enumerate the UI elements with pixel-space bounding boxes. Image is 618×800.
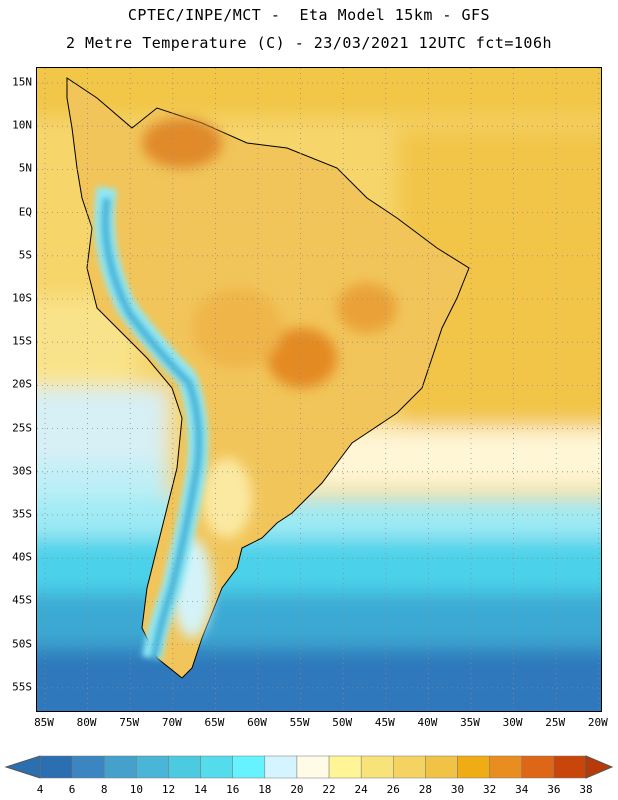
colorbar-swatch xyxy=(553,755,587,779)
colorbar-swatch xyxy=(264,755,298,779)
lat-label: 15N xyxy=(12,75,32,89)
colorbar-tick-label: 32 xyxy=(483,783,497,796)
colorbar-tick-label: 4 xyxy=(36,783,44,796)
colorbar-tick-label: 28 xyxy=(418,783,433,796)
hot-zone-center xyxy=(267,328,337,388)
warm-zone-interior xyxy=(192,288,282,368)
ocean-south-colder xyxy=(37,593,601,653)
lat-label: 25S xyxy=(12,421,32,435)
colorbar-tick-label: 26 xyxy=(386,783,400,796)
colorbar-swatch xyxy=(103,755,137,779)
colorbar-swatch xyxy=(168,755,201,779)
lon-label: 40W xyxy=(417,716,438,729)
colorbar-swatch xyxy=(71,755,105,779)
colorbar-tick-label: 24 xyxy=(354,783,368,796)
lon-label: 60W xyxy=(247,716,267,729)
ocean-pacific-colder xyxy=(37,463,167,503)
colorbar-arrow-right xyxy=(585,755,614,779)
colorbar-swatch xyxy=(296,755,330,779)
andes-cold xyxy=(101,197,203,659)
colorbar-arrow-left xyxy=(4,755,41,779)
lon-label: 30W xyxy=(502,716,523,729)
lat-label: 10N xyxy=(12,118,32,132)
hot-zone-north xyxy=(142,118,222,168)
lon-label: 80W xyxy=(76,716,97,729)
lat-label: 5S xyxy=(18,248,32,262)
south-america xyxy=(66,77,470,679)
lon-label: 45W xyxy=(374,716,395,729)
colorbar-tick-label: 18 xyxy=(258,783,272,796)
land-temperature-field xyxy=(142,118,397,638)
continent-landmass xyxy=(66,77,470,679)
colorbar-swatch xyxy=(136,755,169,779)
colorbar-tick-label: 16 xyxy=(226,783,240,796)
lat-label: 5N xyxy=(18,161,32,175)
mild-zone-south xyxy=(202,458,252,538)
lat-label: 10S xyxy=(12,291,32,305)
warm-zone-east xyxy=(337,283,397,333)
lon-label: 70W xyxy=(161,716,182,729)
colorbar-swatch xyxy=(200,755,233,779)
colorbar-swatch xyxy=(425,755,458,779)
ocean-pacific-cold xyxy=(37,388,167,468)
map-canvas xyxy=(37,68,601,711)
colorbar-tick-label: 14 xyxy=(193,783,208,796)
colorbar-tick-label: 10 xyxy=(129,783,143,796)
lon-label: 35W xyxy=(460,716,480,729)
lat-label: 40S xyxy=(12,550,32,564)
colorbar-swatch xyxy=(360,755,394,779)
colorbar-swatch xyxy=(457,755,490,779)
colorbar-tick-label: 20 xyxy=(290,783,304,796)
lon-label: 55W xyxy=(289,716,310,729)
lat-label: 50S xyxy=(12,637,32,651)
colorbar-tick-label: 8 xyxy=(100,783,108,796)
temperature-map xyxy=(36,67,602,712)
andes-cold-belt xyxy=(94,186,209,660)
lon-label: 75W xyxy=(119,716,140,729)
lat-label: 35S xyxy=(12,507,32,521)
colorbar-swatch xyxy=(489,755,523,779)
colorbar-swatch xyxy=(328,755,362,779)
lon-label: 25W xyxy=(545,716,566,729)
lon-label: 20W xyxy=(587,716,608,729)
lat-label: 20S xyxy=(12,377,32,391)
colorbar-swatch xyxy=(39,755,73,779)
colorbar-tick-label: 30 xyxy=(450,783,465,796)
colorbar-tick-label: 12 xyxy=(161,783,176,796)
map-title: CPTEC/INPE/MCT - Eta Model 15km - GFS xyxy=(127,6,491,24)
colorbar-tick-label: 36 xyxy=(547,783,561,796)
lon-label: 85W xyxy=(34,716,54,729)
colorbar-tick-label: 34 xyxy=(515,783,529,796)
colorbar-swatch xyxy=(393,755,426,779)
lon-label: 50W xyxy=(332,716,353,729)
colorbar-tick-label: 6 xyxy=(68,783,76,796)
colorbar xyxy=(4,755,614,779)
colorbar-tick-label: 38 xyxy=(579,783,593,796)
colorbar-swatch xyxy=(521,755,555,779)
lat-label: 30S xyxy=(12,464,32,478)
map-subtitle: 2 Metre Temperature (C) - 23/03/2021 12U… xyxy=(65,34,553,52)
lat-label: EQ xyxy=(18,205,32,219)
lon-label: 65W xyxy=(204,716,225,729)
lat-label: 45S xyxy=(12,593,32,607)
ocean-caribbean xyxy=(37,68,601,118)
lat-label: 15S xyxy=(12,334,32,348)
lat-label: 55S xyxy=(12,680,32,694)
colorbar-swatch xyxy=(232,755,266,779)
ocean-southern-deep xyxy=(37,648,601,711)
colorbar-tick-label: 22 xyxy=(322,783,336,796)
